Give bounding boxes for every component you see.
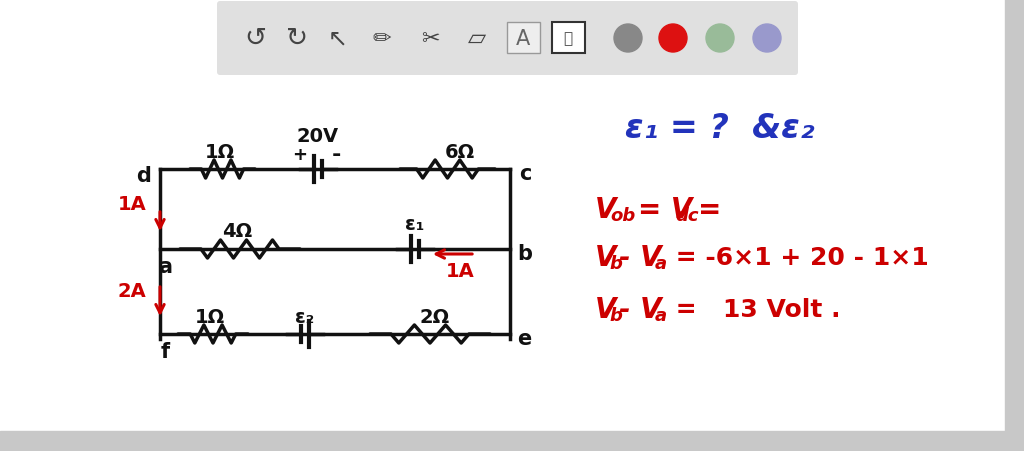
Text: c: c [519,164,531,184]
Text: =   13 Volt .: = 13 Volt . [667,297,841,321]
Bar [552,23,585,54]
Circle shape [753,25,781,53]
Text: 6Ω: 6Ω [445,143,475,162]
Text: ε₁: ε₁ [406,215,425,234]
Circle shape [659,25,687,53]
Text: V: V [595,244,616,272]
Text: ↖: ↖ [328,27,348,51]
Text: 2A: 2A [118,282,146,301]
Text: a: a [655,306,667,324]
Text: V: V [595,295,616,323]
Text: 4Ω: 4Ω [222,222,252,241]
Circle shape [614,25,642,53]
Text: =: = [698,196,721,224]
Text: ↺: ↺ [244,26,266,52]
Text: ε₁ = ?  &ε₂: ε₁ = ? &ε₂ [625,111,814,144]
Text: 1A: 1A [445,262,474,281]
Bar [1005,0,1024,451]
Text: 1Ω: 1Ω [195,308,225,327]
Text: ✂: ✂ [421,29,439,49]
Text: 1Ω: 1Ω [205,143,236,162]
Text: = -6×1 + 20 - 1×1: = -6×1 + 20 - 1×1 [667,245,929,269]
Text: f: f [161,341,170,361]
Text: -: - [332,145,341,165]
Text: A: A [516,29,530,49]
Text: b: b [609,306,622,324]
Text: e: e [517,328,531,348]
Text: +: + [293,146,307,164]
Text: b: b [517,244,532,263]
Text: ▱: ▱ [468,26,486,50]
FancyBboxPatch shape [217,2,798,76]
Text: 2Ω: 2Ω [420,308,451,327]
Text: dc: dc [675,207,698,225]
Text: 20V: 20V [297,127,339,146]
Text: b: b [609,254,622,272]
Bar [0,431,1024,451]
Bar [507,23,540,54]
Circle shape [706,25,734,53]
Text: a: a [655,254,667,272]
Text: - V: - V [618,295,662,323]
Text: ↻: ↻ [286,26,308,52]
Text: ob: ob [610,207,635,225]
Text: 🏔: 🏔 [563,32,572,46]
Text: d: d [136,166,152,186]
Text: = V: = V [638,196,692,224]
Text: 1A: 1A [118,195,146,214]
Text: ε₂: ε₂ [295,308,314,327]
Text: - V: - V [618,244,662,272]
Text: ✏: ✏ [373,29,391,49]
Text: a: a [158,257,172,276]
Text: V: V [595,196,616,224]
